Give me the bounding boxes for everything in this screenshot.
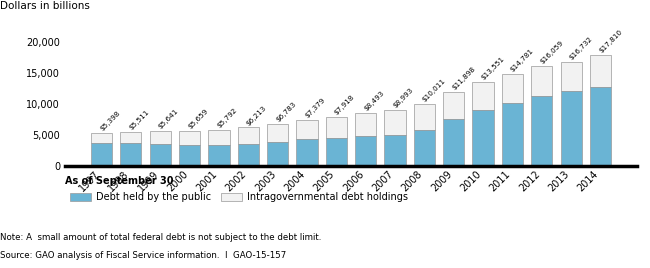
Bar — [91, 143, 112, 166]
Text: $11,898: $11,898 — [451, 66, 476, 91]
Bar — [150, 131, 171, 144]
Text: $5,641: $5,641 — [157, 108, 179, 130]
Text: $17,810: $17,810 — [597, 29, 623, 54]
Bar — [560, 91, 582, 166]
Text: $16,732: $16,732 — [568, 35, 593, 61]
Text: $8,493: $8,493 — [363, 90, 385, 112]
Text: $7,918: $7,918 — [333, 94, 356, 116]
Bar — [296, 139, 318, 166]
Bar — [238, 144, 259, 166]
Bar — [267, 124, 288, 142]
Bar — [531, 96, 552, 166]
Text: As of September 30: As of September 30 — [65, 176, 174, 185]
Text: $6,213: $6,213 — [246, 104, 268, 126]
Text: $7,379: $7,379 — [304, 97, 326, 119]
Text: $8,993: $8,993 — [392, 87, 415, 109]
Bar — [384, 110, 406, 135]
Bar — [414, 104, 435, 130]
Bar — [443, 119, 464, 166]
Bar — [91, 132, 112, 143]
Text: $5,659: $5,659 — [187, 108, 209, 130]
Bar — [209, 130, 229, 146]
Bar — [502, 103, 523, 166]
Bar — [355, 113, 376, 136]
Text: Dollars in billions: Dollars in billions — [0, 1, 90, 11]
Bar — [502, 74, 523, 103]
Text: $5,792: $5,792 — [216, 107, 239, 129]
Text: $16,059: $16,059 — [539, 40, 564, 65]
Text: Source: GAO analysis of Fiscal Service information.  I  GAO-15-157: Source: GAO analysis of Fiscal Service i… — [0, 251, 286, 260]
Bar — [414, 130, 435, 166]
Text: $14,781: $14,781 — [510, 48, 535, 73]
Bar — [120, 143, 142, 166]
Bar — [355, 136, 376, 166]
Text: $5,398: $5,398 — [99, 109, 121, 132]
Text: $13,551: $13,551 — [480, 55, 506, 81]
Bar — [296, 120, 318, 139]
Bar — [473, 110, 493, 166]
Bar — [267, 142, 288, 166]
Bar — [473, 82, 493, 110]
Text: $5,511: $5,511 — [128, 109, 150, 131]
Bar — [590, 87, 611, 166]
Legend: Debt held by the public, Intragovernmental debt holdings: Debt held by the public, Intragovernment… — [70, 192, 408, 202]
Bar — [590, 55, 611, 87]
Bar — [179, 131, 200, 145]
Text: Note: A  small amount of total federal debt is not subject to the debt limit.: Note: A small amount of total federal de… — [0, 233, 321, 242]
Bar — [560, 62, 582, 91]
Bar — [209, 146, 229, 166]
Bar — [384, 135, 406, 166]
Text: $6,783: $6,783 — [275, 101, 297, 123]
Bar — [238, 128, 259, 144]
Bar — [150, 144, 171, 166]
Bar — [179, 145, 200, 166]
Bar — [443, 92, 464, 119]
Bar — [531, 66, 552, 96]
Bar — [120, 132, 142, 143]
Bar — [326, 117, 347, 137]
Text: $10,011: $10,011 — [422, 77, 447, 103]
Bar — [326, 137, 347, 166]
